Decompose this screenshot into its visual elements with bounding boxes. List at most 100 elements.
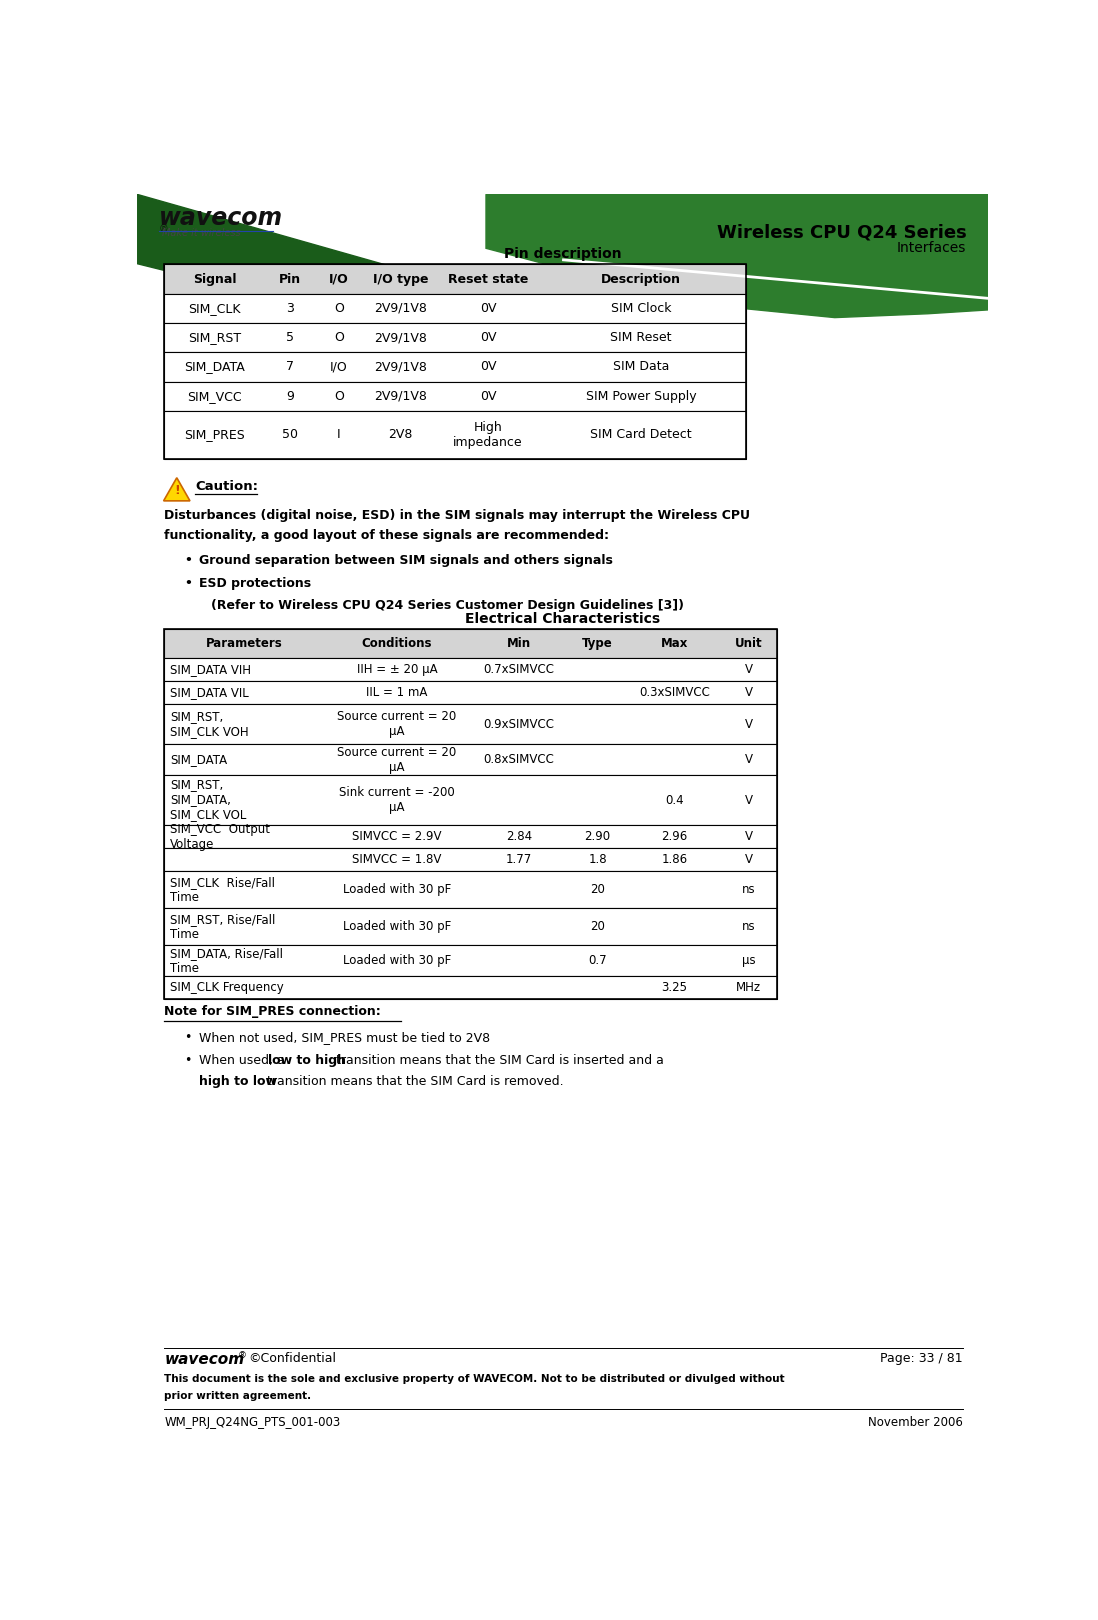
- Text: 3.25: 3.25: [661, 982, 687, 995]
- Text: Max: Max: [661, 637, 688, 650]
- Text: Conditions: Conditions: [361, 637, 433, 650]
- Text: I/O: I/O: [329, 272, 349, 285]
- Text: SIM_RST,
SIM_DATA,
SIM_CLK VOL: SIM_RST, SIM_DATA, SIM_CLK VOL: [170, 779, 246, 821]
- Text: Type: Type: [582, 637, 613, 650]
- Text: •: •: [183, 577, 192, 590]
- Text: Signal: Signal: [193, 272, 236, 285]
- Text: 0V: 0V: [480, 360, 496, 373]
- Text: 2V8: 2V8: [389, 428, 413, 441]
- Text: 1.8: 1.8: [589, 854, 607, 867]
- Text: 0.3xSIMVCC: 0.3xSIMVCC: [639, 687, 709, 700]
- Text: ®: ®: [159, 224, 169, 233]
- Text: Caution:: Caution:: [195, 480, 258, 492]
- Text: V: V: [744, 829, 753, 842]
- Bar: [165, 825, 776, 849]
- Bar: [165, 382, 746, 411]
- Text: High
impedance: High impedance: [453, 421, 523, 449]
- Polygon shape: [486, 194, 988, 318]
- Text: O: O: [334, 301, 344, 314]
- Bar: [165, 264, 746, 458]
- Text: IIL = 1 mA: IIL = 1 mA: [367, 687, 427, 700]
- Text: SIM_DATA: SIM_DATA: [170, 753, 227, 766]
- Text: 2V9/1V8: 2V9/1V8: [374, 301, 427, 314]
- Text: Min: Min: [507, 637, 531, 650]
- Text: low to high: low to high: [268, 1055, 346, 1068]
- Text: Pin: Pin: [279, 272, 301, 285]
- Text: IIH = ± 20 μA: IIH = ± 20 μA: [357, 663, 437, 676]
- Bar: [165, 658, 776, 680]
- Text: 3: 3: [287, 301, 294, 314]
- Text: ©Confidential: ©Confidential: [248, 1353, 336, 1366]
- Text: Loaded with 30 pF: Loaded with 30 pF: [343, 883, 451, 896]
- Bar: [165, 705, 776, 744]
- Bar: [165, 872, 776, 909]
- Text: high to low: high to low: [199, 1074, 278, 1087]
- Text: SIM_VCC: SIM_VCC: [188, 390, 242, 403]
- Text: This document is the sole and exclusive property of WAVECOM. Not to be distribut: This document is the sole and exclusive …: [165, 1374, 785, 1383]
- Text: 2V9/1V8: 2V9/1V8: [374, 390, 427, 403]
- Text: prior written agreement.: prior written agreement.: [165, 1392, 312, 1401]
- Text: SIM_DATA VIL: SIM_DATA VIL: [170, 687, 248, 700]
- Text: SIM_CLK  Rise/Fall
Time: SIM_CLK Rise/Fall Time: [170, 876, 274, 904]
- Text: •: •: [183, 1055, 191, 1068]
- Text: 0V: 0V: [480, 330, 496, 343]
- Text: 0V: 0V: [480, 390, 496, 403]
- Text: SIM_CLK: SIM_CLK: [189, 301, 240, 314]
- Text: SIMVCC = 2.9V: SIMVCC = 2.9V: [352, 829, 441, 842]
- Text: ns: ns: [742, 920, 755, 933]
- Text: 5: 5: [287, 330, 294, 343]
- Text: 9: 9: [287, 390, 294, 403]
- Text: 2V9/1V8: 2V9/1V8: [374, 330, 427, 343]
- Text: SIM_DATA, Rise/Fall
Time: SIM_DATA, Rise/Fall Time: [170, 946, 283, 975]
- Text: 2.96: 2.96: [661, 829, 687, 842]
- Text: wavecom: wavecom: [165, 1353, 245, 1367]
- Text: Wireless CPU Q24 Series: Wireless CPU Q24 Series: [717, 224, 966, 241]
- Polygon shape: [137, 194, 408, 290]
- Text: SIM_DATA: SIM_DATA: [184, 360, 245, 373]
- Bar: [165, 975, 776, 1000]
- Text: transition means that the SIM Card is removed.: transition means that the SIM Card is re…: [264, 1074, 563, 1087]
- Text: V: V: [744, 753, 753, 766]
- Text: •: •: [183, 554, 192, 567]
- Polygon shape: [164, 478, 190, 501]
- Text: 1.77: 1.77: [506, 854, 533, 867]
- Text: Loaded with 30 pF: Loaded with 30 pF: [343, 954, 451, 967]
- Text: 0.7xSIMVCC: 0.7xSIMVCC: [483, 663, 554, 676]
- Text: V: V: [744, 663, 753, 676]
- Text: Electrical Characteristics: Electrical Characteristics: [466, 612, 660, 625]
- Text: SIM_RST, Rise/Fall
Time: SIM_RST, Rise/Fall Time: [170, 912, 276, 941]
- Bar: [165, 944, 776, 975]
- Bar: [165, 744, 776, 774]
- Text: November 2006: November 2006: [867, 1416, 963, 1429]
- Text: Pin description: Pin description: [504, 248, 621, 261]
- Text: V: V: [744, 718, 753, 731]
- Text: Reset state: Reset state: [448, 272, 528, 285]
- Bar: [165, 322, 746, 352]
- Text: 20: 20: [590, 883, 605, 896]
- Text: SIM Clock: SIM Clock: [610, 301, 671, 314]
- Text: O: O: [334, 330, 344, 343]
- Text: •: •: [183, 1032, 191, 1045]
- Bar: [165, 774, 776, 825]
- Text: V: V: [744, 794, 753, 807]
- Text: Sink current = -200
μA: Sink current = -200 μA: [339, 786, 455, 813]
- Bar: [165, 352, 746, 382]
- Text: I: I: [337, 428, 340, 441]
- Text: 50: 50: [282, 428, 299, 441]
- Text: (Refer to Wireless CPU Q24 Series Customer Design Guidelines [3]): (Refer to Wireless CPU Q24 Series Custom…: [211, 599, 684, 612]
- Text: When not used, SIM_PRES must be tied to 2V8: When not used, SIM_PRES must be tied to …: [199, 1032, 491, 1045]
- Text: SIM Power Supply: SIM Power Supply: [585, 390, 696, 403]
- Text: !: !: [173, 484, 180, 497]
- Text: 2.84: 2.84: [506, 829, 533, 842]
- Text: 0.9xSIMVCC: 0.9xSIMVCC: [483, 718, 554, 731]
- Text: SIM Data: SIM Data: [613, 360, 669, 373]
- Text: 1.86: 1.86: [661, 854, 687, 867]
- Text: transition means that the SIM Card is inserted and a: transition means that the SIM Card is in…: [332, 1055, 663, 1068]
- Text: V: V: [744, 854, 753, 867]
- Text: SIM_RST: SIM_RST: [188, 330, 242, 343]
- Text: SIM_PRES: SIM_PRES: [184, 428, 245, 441]
- Text: Source current = 20
μA: Source current = 20 μA: [337, 710, 457, 739]
- Text: ®: ®: [238, 1351, 247, 1359]
- Text: 2V9/1V8: 2V9/1V8: [374, 360, 427, 373]
- Bar: [165, 909, 776, 944]
